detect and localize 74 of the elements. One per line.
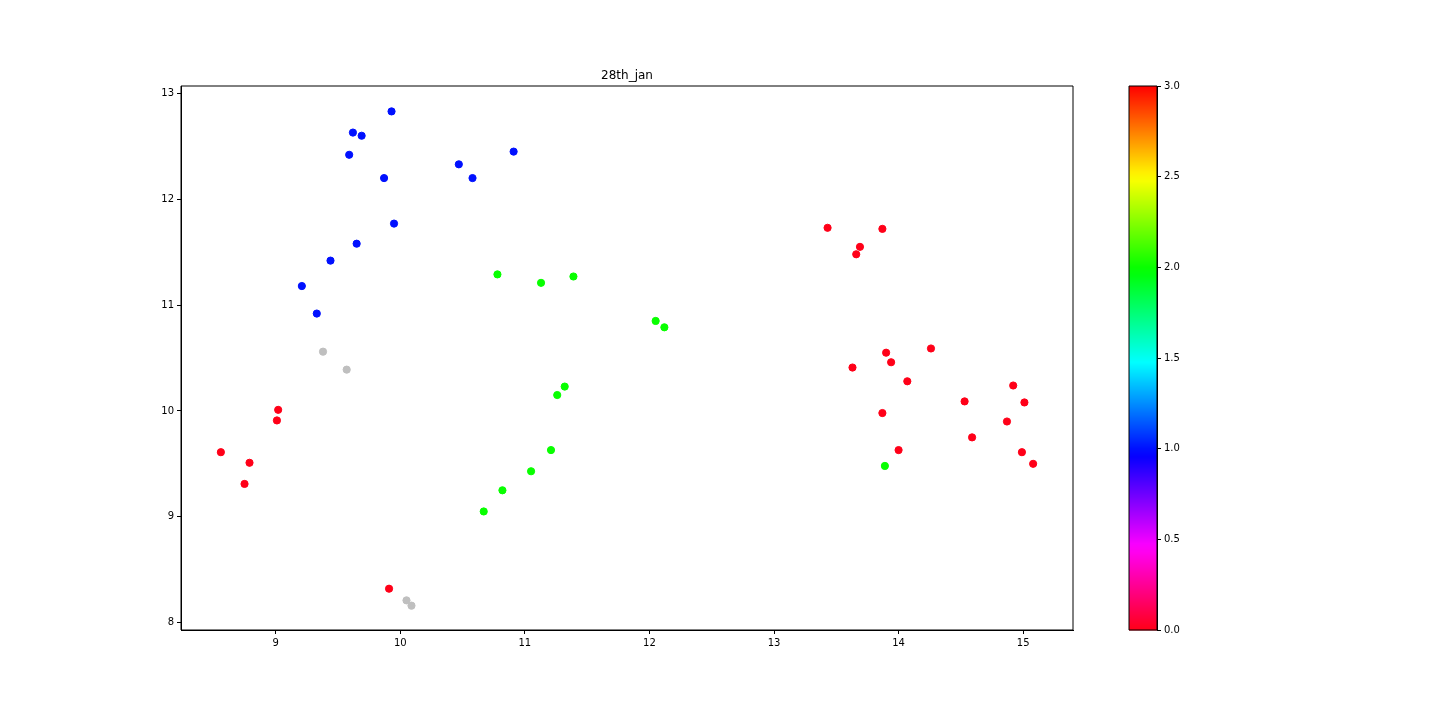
point	[240, 479, 249, 489]
point	[1009, 381, 1018, 390]
y-tick-label: 12	[161, 192, 174, 204]
point	[880, 461, 889, 471]
point	[454, 160, 463, 169]
point	[493, 270, 502, 279]
y-tick-label: 10	[161, 404, 174, 416]
x-tick-label: 10	[393, 636, 407, 648]
point	[878, 224, 887, 233]
point	[878, 408, 887, 418]
point	[960, 397, 969, 406]
point	[345, 150, 354, 159]
x-tick-label: 15	[1016, 636, 1030, 648]
x-tick-label: 9	[272, 636, 279, 648]
chart-title: 28th_jan	[601, 68, 653, 83]
point	[318, 347, 328, 356]
x-tick-label: 12	[643, 636, 656, 648]
point	[848, 363, 857, 372]
point	[887, 358, 896, 367]
point	[660, 323, 669, 332]
point	[274, 405, 283, 414]
point	[882, 348, 891, 357]
point	[852, 250, 861, 259]
point	[1017, 448, 1027, 457]
point	[402, 596, 411, 605]
point	[526, 467, 536, 476]
color-bar-label: 2.5	[1164, 170, 1180, 182]
point	[1002, 417, 1012, 426]
color-bar-label: 2.0	[1164, 260, 1180, 272]
point	[823, 223, 832, 232]
color-bar-label: 0.0	[1164, 623, 1180, 635]
point	[926, 344, 936, 353]
point	[569, 272, 578, 281]
point	[967, 433, 977, 442]
x-tick-label: 13	[767, 636, 781, 648]
y-tick-label: 11	[161, 298, 174, 310]
point	[348, 128, 358, 137]
color-bar-label: 1.5	[1164, 351, 1180, 363]
x-tick-label: 11	[518, 636, 532, 648]
point	[407, 601, 416, 610]
point	[384, 584, 394, 593]
point	[560, 382, 569, 391]
point	[272, 416, 282, 425]
x-tick-label: 14	[892, 636, 905, 648]
point	[498, 486, 507, 495]
point	[509, 147, 518, 156]
point	[245, 458, 254, 467]
point	[352, 239, 361, 248]
point	[855, 242, 865, 251]
y-tick-label: 9	[167, 510, 174, 522]
color-bar-label: 3.0	[1164, 79, 1180, 91]
point	[387, 107, 396, 116]
y-tick-label: 8	[167, 616, 174, 628]
point	[903, 377, 912, 386]
point	[357, 131, 366, 140]
point	[342, 365, 351, 374]
point	[479, 507, 488, 516]
point	[1020, 398, 1029, 407]
point	[297, 281, 306, 291]
y-tick-label: 13	[161, 87, 174, 98]
point	[379, 173, 389, 183]
point	[216, 448, 225, 457]
point	[326, 256, 335, 265]
point	[389, 219, 399, 228]
point	[468, 173, 477, 183]
point	[1029, 459, 1038, 468]
color-bar-label: 0.5	[1164, 532, 1180, 544]
point	[536, 278, 546, 287]
point	[312, 309, 321, 318]
point	[553, 390, 562, 400]
point	[651, 316, 660, 326]
point	[894, 445, 903, 455]
color-bar-label: 1.0	[1164, 442, 1180, 454]
point	[546, 445, 556, 455]
